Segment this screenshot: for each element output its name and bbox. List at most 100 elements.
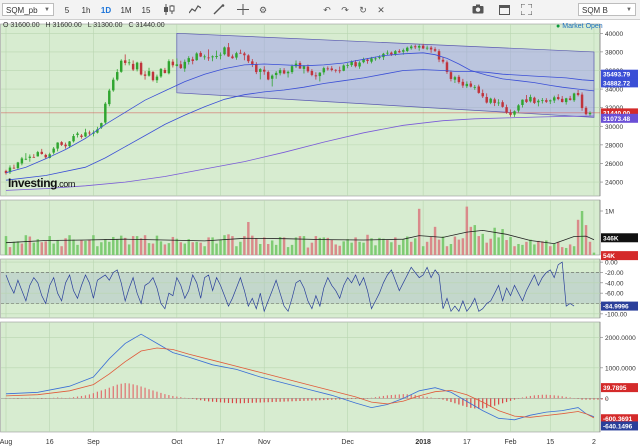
- undo-icon[interactable]: ↶: [323, 5, 331, 15]
- pane-background-2: [0, 258, 601, 319]
- camera-icon[interactable]: [470, 3, 486, 16]
- macd-hist-bar: [482, 398, 484, 409]
- volume-bar: [84, 240, 87, 255]
- indicators-icon[interactable]: [186, 3, 204, 16]
- macd-hist-bar: [521, 397, 524, 399]
- candle-body: [262, 69, 266, 72]
- crosshair-icon[interactable]: [234, 3, 252, 16]
- redo-icon[interactable]: ↷: [341, 5, 349, 15]
- candle-body: [127, 62, 131, 64]
- macd-hist-bar: [136, 385, 138, 399]
- candle-body: [469, 83, 473, 87]
- interval-1h[interactable]: 1h: [81, 6, 91, 15]
- volume-bar: [417, 208, 421, 255]
- volume-bar: [413, 238, 417, 255]
- candle-body: [390, 52, 393, 55]
- ma-slow-line: [5, 69, 595, 181]
- candle-body: [24, 158, 28, 160]
- market-status-label: Market Open: [562, 23, 603, 30]
- volume-bar: [588, 241, 592, 255]
- settings-icon[interactable]: ⚙: [258, 5, 268, 15]
- volume-pane[interactable]: 1M 346K 54K: [4, 206, 638, 261]
- chart-area[interactable]: 2400026000280003000032000340003600038000…: [0, 20, 640, 448]
- instrument-selector[interactable]: SQM B ▼: [578, 3, 636, 16]
- volume-bar: [592, 252, 596, 255]
- macd-hist-bar: [414, 395, 416, 399]
- macd-hist-bar: [593, 398, 595, 400]
- ohlc-close: C 31440.00: [128, 22, 165, 29]
- x-tick-label: Dec: [341, 439, 354, 446]
- macd-hist-bar: [255, 398, 257, 403]
- volume-bar: [68, 235, 71, 255]
- price-pane[interactable]: 2400026000280003000032000340003600038000…: [1, 31, 638, 191]
- volume-bar: [445, 246, 449, 255]
- candle-body: [358, 62, 361, 67]
- volume-bar: [386, 240, 389, 255]
- volume-bar: [278, 236, 282, 255]
- interval-5[interactable]: 5: [64, 6, 70, 15]
- volume-bar: [28, 236, 32, 255]
- x-tick-label: 2: [592, 439, 596, 446]
- candle-body: [68, 141, 71, 147]
- macd-pane[interactable]: 2000.0000 1000.0000 0 39.7895 -600.3691-640.…: [1, 333, 638, 431]
- delete-icon[interactable]: ✕: [377, 5, 385, 15]
- ma-long-line: [5, 115, 595, 191]
- instrument-label: SQM B: [582, 6, 608, 15]
- volume-bar: [175, 238, 179, 255]
- volume-bar: [346, 239, 349, 255]
- macd-hist-bar: [478, 398, 480, 409]
- symbol-selector[interactable]: SQM_pb ▼: [2, 3, 54, 16]
- candle-body: [191, 59, 194, 62]
- volume-bar: [286, 247, 290, 255]
- macd-hist-bar: [327, 398, 329, 400]
- macd-hist-bar: [335, 398, 337, 400]
- macd-hist-bar: [204, 398, 206, 401]
- volume-bar: [473, 225, 477, 255]
- macd-hist-bar: [76, 396, 79, 399]
- volume-bar: [481, 233, 484, 255]
- macd-hist-bar: [180, 397, 182, 399]
- candle-body: [60, 142, 63, 145]
- candle-body: [413, 46, 417, 48]
- volume-bar: [207, 237, 210, 255]
- macd-hist-bar: [545, 394, 547, 399]
- volume-bar: [36, 239, 40, 255]
- volume-bar: [76, 244, 79, 255]
- stochastic-pane[interactable]: 0.00-20.00-40.00-60.00-80.00-100.00-84.9…: [1, 260, 638, 319]
- candle-body: [437, 51, 441, 60]
- refresh-icon[interactable]: ↻: [359, 5, 367, 15]
- volume-bar: [354, 237, 357, 255]
- interval-1m[interactable]: 1M: [120, 6, 132, 15]
- ma-fast-line: [5, 52, 595, 174]
- candle-body: [159, 68, 163, 77]
- macd-hist-bar: [251, 398, 253, 403]
- candle-body: [314, 75, 318, 77]
- macd-tag-signal: -640.1496: [603, 423, 633, 430]
- pane-background-3: [0, 321, 601, 433]
- candle-body: [4, 170, 8, 174]
- draw-icon[interactable]: [210, 3, 228, 16]
- candlestick-icon[interactable]: [160, 3, 178, 16]
- macd-hist-bar: [494, 398, 496, 406]
- macd-hist-bar: [517, 398, 520, 399]
- candle-body: [207, 57, 210, 59]
- volume-bar: [564, 247, 568, 255]
- macd-hist-bar: [49, 398, 51, 399]
- candle-body: [96, 129, 99, 133]
- volume-bar: [402, 239, 405, 255]
- volume-bar: [187, 239, 190, 255]
- macd-hist-bar: [57, 397, 59, 399]
- volume-bar: [159, 241, 163, 255]
- interval-1d[interactable]: 1D: [100, 6, 112, 15]
- interval-15[interactable]: 15: [141, 6, 151, 15]
- macd-hist-bar: [466, 398, 468, 407]
- volume-bar: [72, 239, 75, 255]
- volume-bar: [16, 241, 20, 255]
- volume-bar: [8, 247, 12, 255]
- fullscreen-icon[interactable]: [518, 3, 534, 16]
- candle-body: [108, 90, 111, 105]
- macd-hist-bar: [92, 393, 95, 399]
- macd-hist-bar: [454, 398, 456, 404]
- volume-bar: [171, 236, 175, 255]
- calendar-icon[interactable]: [496, 3, 512, 16]
